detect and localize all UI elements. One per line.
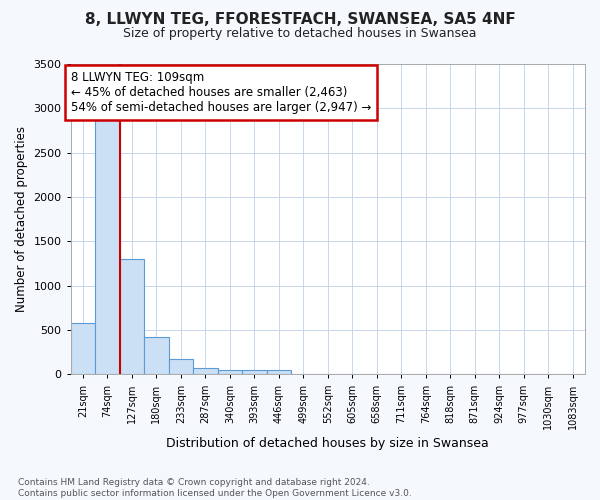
Bar — [169, 359, 193, 374]
Text: Contains HM Land Registry data © Crown copyright and database right 2024.
Contai: Contains HM Land Registry data © Crown c… — [18, 478, 412, 498]
Text: Size of property relative to detached houses in Swansea: Size of property relative to detached ho… — [123, 28, 477, 40]
X-axis label: Distribution of detached houses by size in Swansea: Distribution of detached houses by size … — [166, 437, 489, 450]
Bar — [242, 370, 266, 374]
Bar — [193, 368, 218, 374]
Y-axis label: Number of detached properties: Number of detached properties — [15, 126, 28, 312]
Bar — [71, 323, 95, 374]
Text: 8, LLWYN TEG, FFORESTFACH, SWANSEA, SA5 4NF: 8, LLWYN TEG, FFORESTFACH, SWANSEA, SA5 … — [85, 12, 515, 28]
Bar — [218, 370, 242, 374]
Bar — [266, 370, 291, 374]
Text: 8 LLWYN TEG: 109sqm
← 45% of detached houses are smaller (2,463)
54% of semi-det: 8 LLWYN TEG: 109sqm ← 45% of detached ho… — [71, 71, 371, 114]
Bar — [95, 117, 119, 374]
Bar — [144, 337, 169, 374]
Bar — [119, 259, 144, 374]
